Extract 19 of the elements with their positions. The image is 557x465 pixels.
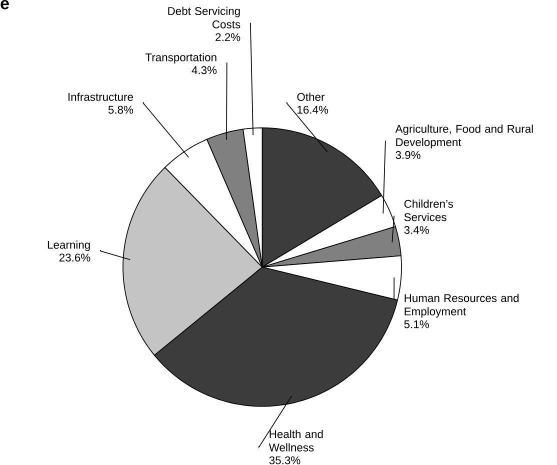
data-label: 35.3%: [269, 456, 300, 464]
data-label: 5.8%: [108, 106, 134, 114]
slice-label: Other: [297, 92, 325, 101]
slice-label: Human Resources and Employment: [404, 294, 519, 318]
slice-label: Health and Wellness: [268, 430, 323, 452]
data-label: 3.4%: [404, 226, 429, 234]
data-label: 2.2%: [216, 33, 240, 41]
slice-label: Debt Servicing Costs: [168, 6, 240, 28]
chart-title: e: [0, 0, 9, 10]
data-label: 5.1%: [404, 320, 429, 328]
slice-label: Agriculture, Food and Rural Development: [395, 124, 533, 148]
data-label: 23.6%: [59, 253, 90, 262]
data-label: 4.3%: [192, 66, 217, 74]
data-label: 16.4%: [298, 106, 328, 114]
slice-label: Infrastructure: [68, 92, 133, 101]
slice-label: Children’s Services: [404, 199, 454, 221]
data-label: 3.9%: [396, 150, 420, 159]
slice-label: Learning: [48, 240, 90, 251]
slice-label: Transportation: [145, 52, 216, 64]
